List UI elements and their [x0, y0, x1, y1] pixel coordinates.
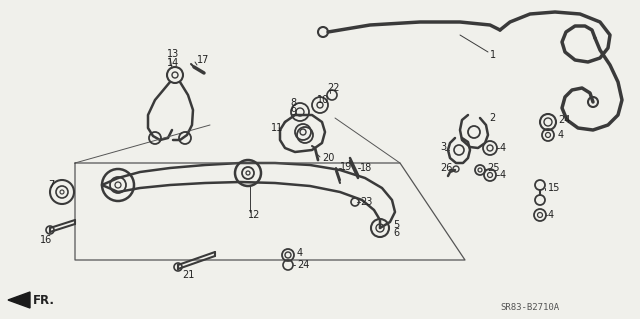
- Text: 19: 19: [340, 162, 352, 172]
- Text: 5: 5: [393, 220, 399, 230]
- Text: 4: 4: [558, 130, 564, 140]
- Text: 26: 26: [440, 163, 452, 173]
- Text: 9: 9: [290, 107, 296, 117]
- Text: 4: 4: [500, 143, 506, 153]
- Text: 11: 11: [271, 123, 284, 133]
- Text: 24: 24: [297, 260, 309, 270]
- Text: 15: 15: [548, 183, 561, 193]
- Text: 4: 4: [548, 210, 554, 220]
- Text: SR83-B2710A: SR83-B2710A: [500, 303, 559, 313]
- Polygon shape: [8, 292, 30, 308]
- Text: 25: 25: [487, 163, 499, 173]
- Text: 1: 1: [490, 50, 496, 60]
- Text: 17: 17: [197, 55, 209, 65]
- Text: 3: 3: [440, 142, 446, 152]
- Text: 10: 10: [317, 95, 329, 105]
- Text: 14: 14: [167, 58, 179, 68]
- Text: FR.: FR.: [33, 293, 55, 307]
- Text: 21: 21: [182, 270, 195, 280]
- Text: 18: 18: [360, 163, 372, 173]
- Text: 22: 22: [327, 83, 339, 93]
- Text: 13: 13: [167, 49, 179, 59]
- Text: 12: 12: [248, 210, 260, 220]
- Text: 2: 2: [489, 113, 495, 123]
- Text: 4: 4: [500, 170, 506, 180]
- Text: 16: 16: [40, 235, 52, 245]
- Text: 20: 20: [322, 153, 334, 163]
- Text: 6: 6: [393, 228, 399, 238]
- Text: 23: 23: [360, 197, 372, 207]
- Text: 24: 24: [558, 115, 570, 125]
- Text: 7: 7: [48, 180, 54, 190]
- Text: 4: 4: [297, 248, 303, 258]
- Text: 8: 8: [290, 98, 296, 108]
